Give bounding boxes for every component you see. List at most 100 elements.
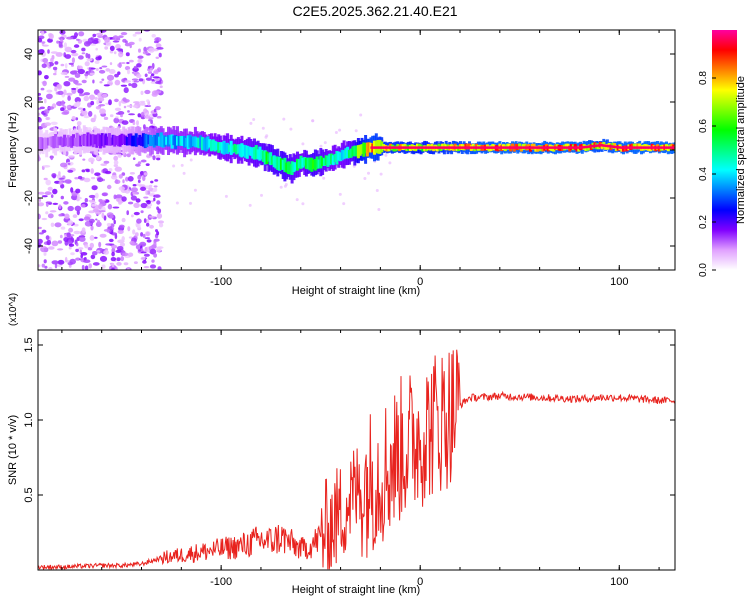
noise-blob <box>125 176 129 182</box>
ridge-core <box>118 134 122 147</box>
ridge-core <box>154 134 158 146</box>
noise-blob <box>83 41 91 47</box>
ridge-peak <box>666 146 669 149</box>
noise-blob <box>115 44 121 49</box>
noise-blob <box>137 58 143 64</box>
noise-blob <box>127 226 131 232</box>
ridge-peak <box>451 146 455 149</box>
noise-blob <box>122 179 125 184</box>
noise-blob <box>85 169 90 173</box>
noise-blob <box>148 187 154 192</box>
noise-blob <box>139 102 146 106</box>
ridge-core <box>133 135 136 147</box>
noise-blob <box>54 61 59 65</box>
noise-blob <box>189 201 192 205</box>
noise-blob <box>101 192 108 197</box>
noise-blob <box>113 160 119 166</box>
ridge-peak <box>517 146 521 149</box>
noise-blob <box>83 259 91 264</box>
noise-blob <box>98 97 105 102</box>
ridge-peak <box>549 146 553 149</box>
noise-blob <box>75 248 79 253</box>
noise-blob <box>71 57 75 64</box>
noise-blob <box>311 119 315 123</box>
ridge-core <box>210 140 213 152</box>
noise-blob <box>78 107 84 110</box>
noise-blob <box>124 40 128 44</box>
noise-blob <box>55 52 63 57</box>
x-tick-label: 100 <box>610 276 628 288</box>
colorbar-ticks: 0.0 0.2 0.4 0.6 0.8 <box>698 71 716 277</box>
colorbar-tick-label: 0.0 <box>698 263 709 277</box>
noise-blob <box>123 99 130 103</box>
noise-blob <box>116 48 123 51</box>
noise-blob <box>106 74 115 81</box>
noise-blob <box>98 69 106 74</box>
ridge-core <box>50 136 54 148</box>
noise-blob <box>133 80 140 83</box>
ridge-peak <box>397 146 401 149</box>
ridge-core <box>306 157 310 170</box>
noise-blob <box>58 180 64 185</box>
noise-blob <box>44 122 51 126</box>
noise-blob <box>260 193 263 197</box>
ridge-core <box>113 135 117 147</box>
ridge-core <box>244 145 247 158</box>
noise-blob <box>104 46 109 50</box>
ridge-core <box>235 145 239 155</box>
noise-blob <box>148 184 153 188</box>
ridge-peak <box>642 146 646 149</box>
noise-blob <box>132 229 136 235</box>
noise-blob <box>76 38 80 41</box>
ridge-core <box>52 136 56 149</box>
noise-blob <box>44 75 49 80</box>
noise-blob <box>99 255 108 262</box>
spectrogram-x-label: Height of straight line (km) <box>292 285 420 297</box>
ridge-peak <box>598 144 601 147</box>
noise-blob <box>132 121 136 126</box>
ridge-core <box>288 163 292 175</box>
ridge-peak <box>664 146 668 149</box>
noise-blob <box>154 77 160 82</box>
noise-blob <box>78 218 84 222</box>
noise-blob <box>85 52 89 59</box>
snr-y-ticks: 0.5 1.0 1.5 <box>23 337 675 503</box>
noise-blob <box>88 194 96 199</box>
ridge-core <box>251 147 255 159</box>
noise-blob <box>123 87 129 94</box>
ridge-peak <box>653 146 657 149</box>
ridge-core <box>303 157 307 166</box>
noise-blob <box>89 242 95 249</box>
noise-blob <box>145 218 150 225</box>
ridge-core <box>161 135 165 148</box>
ridge-peak <box>658 146 662 149</box>
ridge-peak <box>535 146 539 149</box>
noise-blob <box>180 163 184 167</box>
ridge-core <box>297 159 301 169</box>
ridge-peak <box>633 146 637 149</box>
noise-blob <box>95 68 99 71</box>
noise-blob <box>375 189 379 192</box>
noise-blob <box>67 155 75 158</box>
noise-blob <box>100 163 107 166</box>
snr-x-label: Height of straight line (km) <box>292 584 420 596</box>
noise-blob <box>67 220 74 226</box>
ridge-core <box>261 150 265 162</box>
ridge-peak <box>377 146 381 149</box>
noise-blob <box>78 93 85 97</box>
noise-blob <box>104 170 112 174</box>
noise-blob <box>153 69 159 75</box>
ridge-peak <box>476 146 480 149</box>
noise-blob <box>151 123 156 126</box>
noise-blob <box>143 124 146 130</box>
ridge-core <box>331 155 335 166</box>
ridge-core <box>299 155 303 169</box>
noise-blob <box>131 237 134 242</box>
noise-blob <box>113 117 120 124</box>
noise-blob <box>156 157 161 161</box>
ridge-peak <box>472 146 476 149</box>
noise-blob <box>155 56 160 59</box>
ridge-peak <box>413 146 417 149</box>
ridge-core <box>72 134 75 146</box>
ridge-core <box>211 139 215 151</box>
